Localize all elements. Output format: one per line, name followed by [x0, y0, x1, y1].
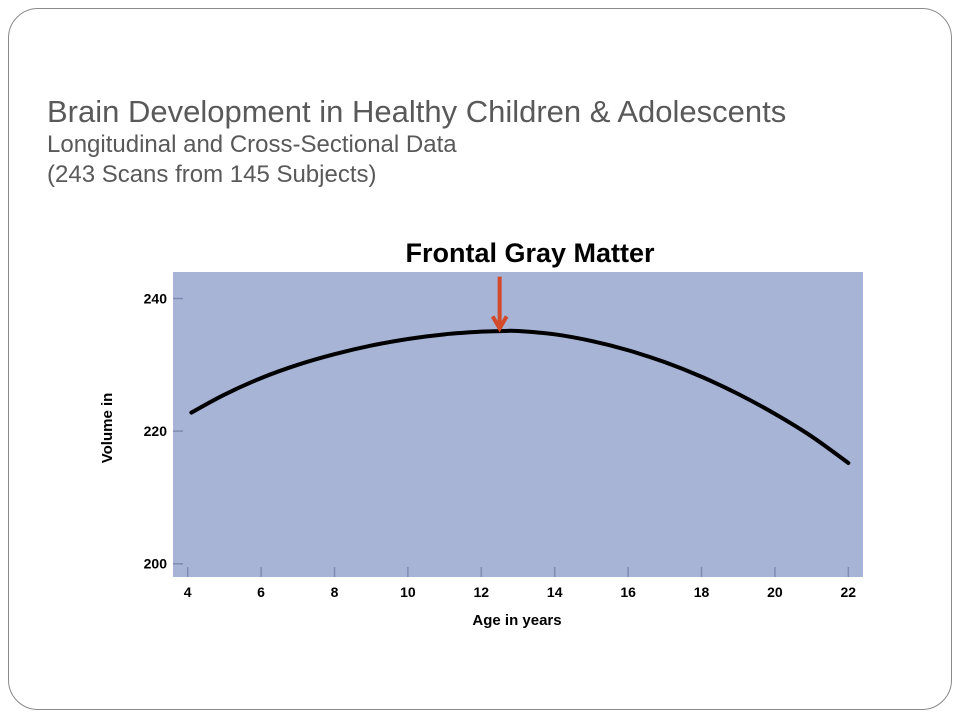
- x-tick-label: 4: [184, 584, 192, 600]
- y-tick-label: 200: [144, 556, 168, 572]
- plot-area: [173, 272, 863, 577]
- slide-subtitle-scans: (243 Scans from 145 Subjects): [47, 161, 377, 188]
- slide-subtitle: Longitudinal and Cross-Sectional Data: [47, 131, 457, 158]
- slide-heading: Brain Development in Healthy Children & …: [47, 96, 786, 193]
- x-tick-label: 22: [841, 584, 857, 600]
- y-tick-label: 220: [144, 423, 168, 439]
- x-tick-label: 18: [694, 584, 710, 600]
- series-line: [189, 328, 851, 465]
- x-tick-label: 10: [400, 584, 416, 600]
- x-tick-label: 12: [474, 584, 490, 600]
- slide-frame: [8, 8, 952, 710]
- x-tick-label: 16: [620, 584, 636, 600]
- x-tick-label: 14: [547, 584, 563, 600]
- peak-arrow-head: [490, 315, 509, 333]
- x-tick-label: 6: [257, 584, 265, 600]
- slide-title: Brain Development in Healthy Children & …: [47, 94, 787, 129]
- x-tick-label: 20: [767, 584, 783, 600]
- y-tick-label: 240: [144, 291, 168, 307]
- y-axis-label: Volume in: [99, 393, 116, 464]
- chart-title: Frontal Gray Matter: [405, 238, 655, 268]
- x-tick-label: 8: [331, 584, 339, 600]
- x-axis-label: Age in years: [472, 612, 561, 629]
